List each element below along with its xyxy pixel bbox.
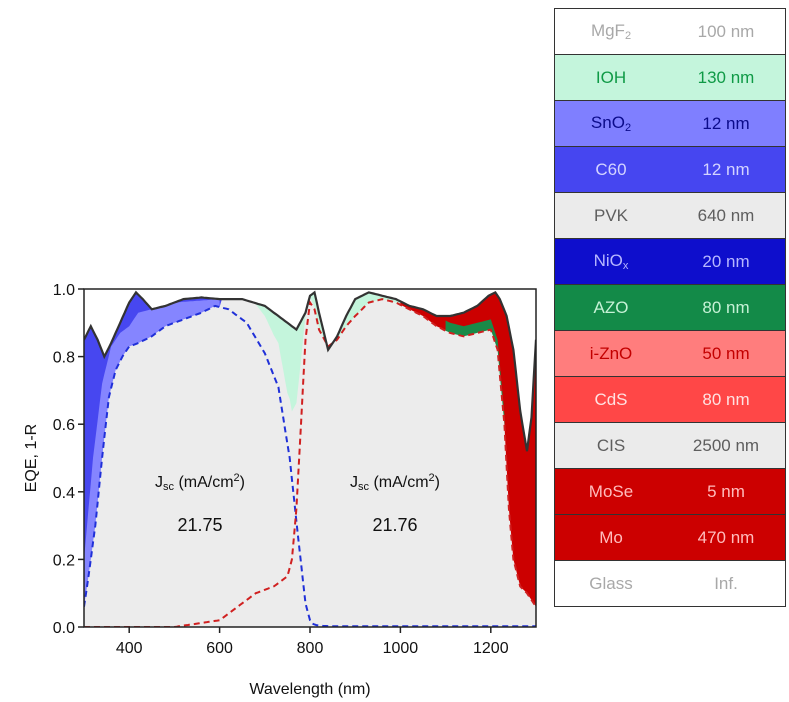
layer-thickness: 80 nm (702, 389, 750, 409)
layer-name: i-ZnO (589, 343, 633, 363)
layer-thickness: 470 nm (697, 527, 755, 547)
layer-thickness: 100 nm (697, 21, 755, 41)
jsc-value-bottom: 21.76 (372, 515, 417, 535)
y-tick-label: 0.6 (53, 417, 75, 434)
layer-thickness: Inf. (714, 573, 738, 593)
layer-row: MgF2 100 nm (555, 9, 785, 55)
layer-name: PVK (593, 205, 629, 225)
layer-row: Glass Inf. (555, 561, 785, 607)
layer-name: AZO (593, 297, 629, 317)
top-cell-eqe-line (84, 304, 536, 627)
layer-row: Mo 470 nm (555, 515, 785, 561)
layer-row: IOH 130 nm (555, 55, 785, 101)
y-tick-label: 0.0 (53, 620, 75, 637)
layer-name: IOH (595, 67, 627, 87)
svg-text:Jsc (mA/cm2): Jsc (mA/cm2) (350, 472, 440, 493)
y-tick-label: 0.8 (53, 350, 75, 367)
one-minus-r-line (84, 290, 536, 452)
layer-name: CdS (594, 389, 628, 409)
layer-thickness: 5 nm (707, 481, 745, 501)
layer-name: MoSe (588, 481, 634, 501)
layer-row: MoSe 5 nm (555, 469, 785, 515)
layer-row: AZO 80 nm (555, 285, 785, 331)
layer-thickness: 50 nm (702, 343, 750, 363)
layer-name: MgF2 (590, 21, 632, 42)
layer-name: CIS (596, 435, 626, 455)
layer-thickness: 12 nm (702, 113, 750, 133)
jsc-annotation-bottom: Jsc (mA/cm2) 21.76 (350, 472, 440, 535)
layer-thickness: 130 nm (697, 67, 755, 87)
collected-area (84, 295, 536, 627)
layer-row: CdS 80 nm (555, 377, 785, 423)
y-axis-title: EQE, 1-R (23, 424, 40, 492)
layer-row: i-ZnO 50 nm (555, 331, 785, 377)
layer-stack: MgF2 100 nm IOH 130 nm SnO2 12 nm C60 12 nm PVK 6… (554, 8, 786, 607)
y-axis: 0.0 0.2 0.4 0.6 0.8 1.0 (53, 282, 84, 637)
x-tick-label: 600 (206, 640, 233, 657)
jsc-annotation-top: Jsc (mA/cm2) 21.75 (155, 472, 245, 535)
layer-row: SnO2 12 nm (555, 101, 785, 147)
layer-name: Mo (599, 527, 623, 547)
layer-thickness: 20 nm (702, 251, 750, 271)
layer-row: PVK 640 nm (555, 193, 785, 239)
layer-name: Glass (589, 573, 633, 593)
y-tick-label: 0.2 (53, 552, 75, 569)
bottom-cell-eqe-line (84, 298, 536, 627)
svg-text:Jsc (mA/cm2): Jsc (mA/cm2) (155, 472, 245, 493)
x-axis-title: Wavelength (nm) (249, 681, 370, 698)
layer-thickness: 640 nm (697, 205, 755, 225)
x-tick-label: 400 (116, 640, 143, 657)
layer-name: NiOx (593, 251, 629, 272)
layer-row: CIS 2500 nm (555, 423, 785, 469)
layer-name: SnO2 (590, 113, 632, 134)
x-axis: 400 600 800 1000 1200 (116, 627, 509, 657)
y-tick-label: 1.0 (53, 282, 75, 299)
layer-thickness: 2500 nm (692, 435, 760, 455)
jsc-value-top: 21.75 (177, 515, 222, 535)
x-tick-label: 800 (297, 640, 324, 657)
x-tick-label: 1000 (383, 640, 419, 657)
y-tick-label: 0.4 (53, 485, 75, 502)
layer-row: C60 12 nm (555, 147, 785, 193)
layer-name: C60 (595, 159, 627, 179)
x-tick-label: 1200 (473, 640, 509, 657)
layer-thickness: 80 nm (702, 297, 750, 317)
eqe-chart: 0.0 0.2 0.4 0.6 0.8 1.0 400 600 800 1000 1200 EQE… (23, 282, 537, 698)
layer-thickness: 12 nm (702, 159, 750, 179)
layer-row: NiOx 20 nm (555, 239, 785, 285)
